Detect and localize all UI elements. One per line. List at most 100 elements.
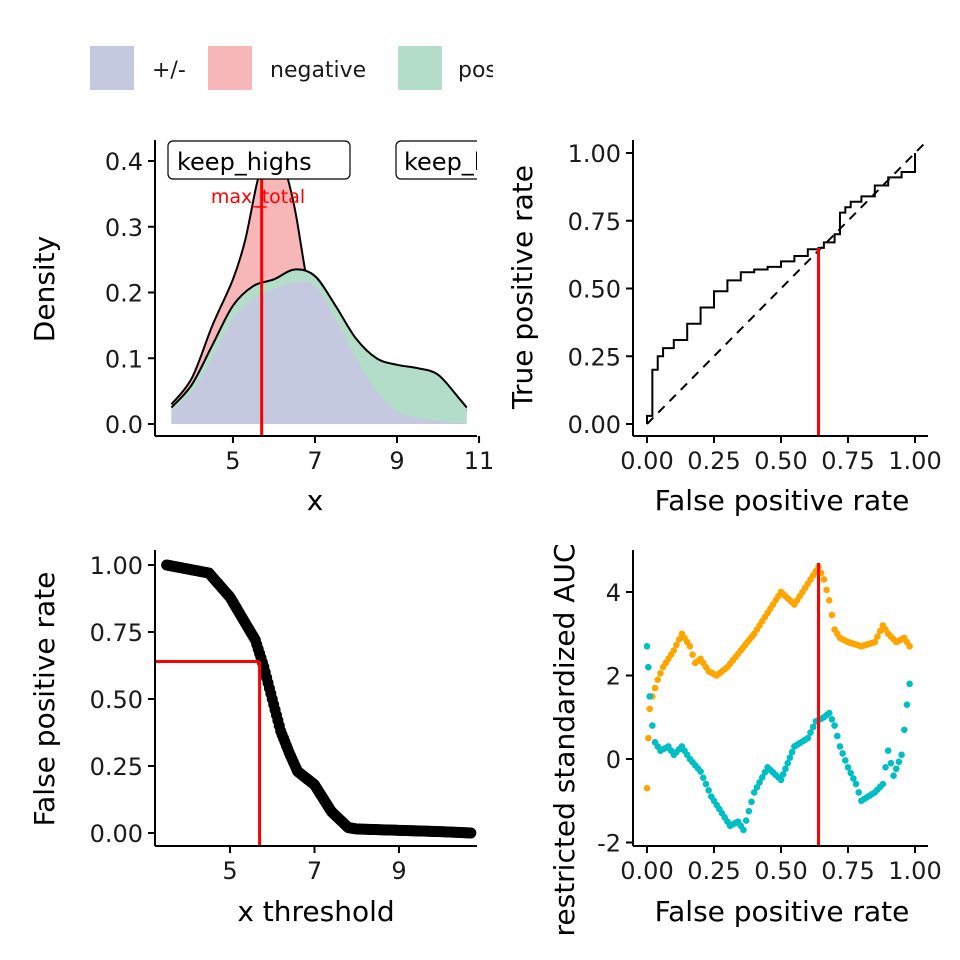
keep-lows-label: keep_lows: [404, 148, 527, 176]
rsauc-point-cyan: [756, 779, 763, 786]
rsauc-point-orange: [906, 642, 913, 650]
rsauc-point-orange: [643, 784, 651, 792]
roc-panel: 0.00 0.25 0.50 0.75 1.00 0.00 0.25 0.50 0.75 1.00…: [506, 140, 942, 517]
legend: +/- negative positive: [90, 46, 493, 90]
rsauc-point-cyan: [645, 663, 652, 671]
rsauc-point-cyan: [807, 729, 814, 736]
x-tick-label: 0.50: [754, 857, 807, 885]
x-tick-label: 0.25: [687, 857, 740, 885]
rsauc-point-cyan: [890, 772, 897, 779]
rsauc-point-cyan: [740, 826, 747, 834]
max-total-annotation: max_total: [211, 186, 305, 208]
y-tick-label: 0.1: [105, 345, 143, 373]
y-tick-label: 0.50: [90, 686, 143, 714]
x-tick-label: 0.00: [620, 447, 673, 475]
rsauc-point-cyan: [758, 774, 766, 781]
rsauc-xlabel: False positive rate: [655, 895, 910, 928]
rsauc-point-orange: [825, 597, 833, 604]
density-xlabel: x: [307, 484, 324, 517]
x-tick-label: 0.25: [687, 447, 740, 475]
rsauc-point-cyan: [884, 747, 892, 754]
rsauc-point-cyan: [895, 758, 903, 766]
y-tick-label: 1.00: [90, 552, 143, 580]
rsauc-point-orange: [820, 576, 828, 583]
rsauc-point-orange: [823, 586, 830, 594]
rsauc-point-cyan: [745, 807, 753, 815]
x-tick-label: 7: [307, 447, 322, 475]
rsauc-point-orange: [657, 670, 664, 677]
rsauc-point-cyan: [887, 759, 895, 767]
density-plot-area: [170, 153, 468, 436]
density-panel: 5 7 9 11 0.0 0.1 0.2 0.3 0.4 x Density keep_high…: [28, 140, 527, 517]
x-tick-label: 0.00: [620, 857, 673, 885]
y-tick-label: 0.0: [105, 411, 143, 439]
fpr-threshold-plot-area: [155, 559, 477, 846]
density-ylabel: Density: [28, 236, 61, 342]
keep-highs-label: keep_highs: [167, 140, 351, 180]
roc-plot-area: [646, 141, 927, 436]
rsauc-point-orange: [651, 684, 659, 692]
y-tick-label: 0.00: [568, 411, 621, 439]
rsauc-panel: 0.00 0.25 0.50 0.75 1.00 -2 0 2 4 False positive…: [548, 543, 942, 936]
y-tick-label: 0.50: [568, 276, 621, 304]
legend-label-pm: +/-: [152, 58, 186, 83]
x-tick-label: 5: [225, 447, 240, 475]
density-ticks: 5 7 9 11 0.0 0.1 0.2 0.3 0.4: [105, 148, 494, 475]
rsauc-point-cyan: [836, 743, 844, 750]
x-tick-label: 1.00: [888, 857, 941, 885]
y-tick-label: 0.4: [105, 148, 143, 176]
rsauc-point-cyan: [782, 765, 789, 773]
rsauc-point-cyan: [906, 680, 913, 688]
rsauc-point-cyan: [784, 759, 791, 767]
rsauc-point-orange: [670, 647, 678, 654]
roc-xlabel: False positive rate: [655, 484, 910, 517]
rsauc-point-orange: [686, 642, 694, 650]
x-tick-label: 9: [391, 857, 406, 885]
rsauc-point-orange: [673, 641, 680, 649]
y-tick-label: -2: [597, 830, 621, 858]
density-area-pm: [171, 281, 467, 424]
roc-diagonal: [646, 141, 927, 425]
x-tick-label: 0.75: [821, 447, 874, 475]
rsauc-point-cyan: [809, 723, 817, 731]
rsauc-point-cyan: [831, 722, 838, 729]
rsauc-point-cyan: [702, 780, 710, 788]
rsauc-point-cyan: [828, 716, 836, 723]
rsauc-point-cyan: [844, 764, 852, 771]
y-tick-label: 0: [606, 746, 621, 774]
rsauc-point-cyan: [850, 775, 857, 782]
y-tick-label: 0.75: [568, 208, 621, 236]
density-line-positive: [170, 268, 468, 409]
y-tick-label: 0.75: [90, 619, 143, 647]
legend-label-negative: negative: [270, 58, 366, 83]
y-tick-label: 0.00: [90, 820, 143, 848]
legend-key-positive: [398, 46, 442, 90]
rsauc-point-cyan: [697, 768, 704, 775]
rsauc-point-cyan: [903, 701, 911, 709]
rsauc-point-cyan: [847, 769, 854, 777]
legend-key-negative: [208, 46, 252, 90]
legend-label-positive-clip: positive: [458, 58, 493, 83]
rsauc-point-orange: [654, 676, 662, 683]
rsauc-point-cyan: [852, 780, 860, 788]
rsauc-point-cyan: [804, 734, 812, 742]
rsauc-point-cyan: [839, 750, 846, 757]
rsauc-point-orange: [876, 627, 884, 635]
x-tick-label: 1.00: [888, 447, 941, 475]
x-tick-label: 11: [464, 447, 495, 475]
rsauc-point-cyan: [898, 751, 905, 759]
rsauc-ticks: 0.00 0.25 0.50 0.75 1.00 -2 0 2 4: [597, 579, 942, 885]
rsauc-point-cyan: [748, 798, 755, 806]
rsauc-point-orange: [689, 651, 696, 658]
legend-key-pm: [90, 46, 134, 90]
rsauc-point-cyan: [842, 757, 849, 764]
y-tick-label: 1.00: [568, 140, 621, 168]
rsauc-point-cyan: [833, 732, 841, 740]
rsauc-point-cyan: [753, 784, 761, 791]
rsauc-point-cyan: [882, 764, 889, 771]
keep-lows-label-clip: keep_lows: [395, 140, 527, 180]
y-tick-label: 0.3: [105, 214, 143, 242]
roc-ylabel: True positive rate: [506, 165, 539, 410]
rsauc-point-cyan: [855, 789, 863, 796]
fpr-threshold-xlabel: x threshold: [237, 895, 394, 928]
